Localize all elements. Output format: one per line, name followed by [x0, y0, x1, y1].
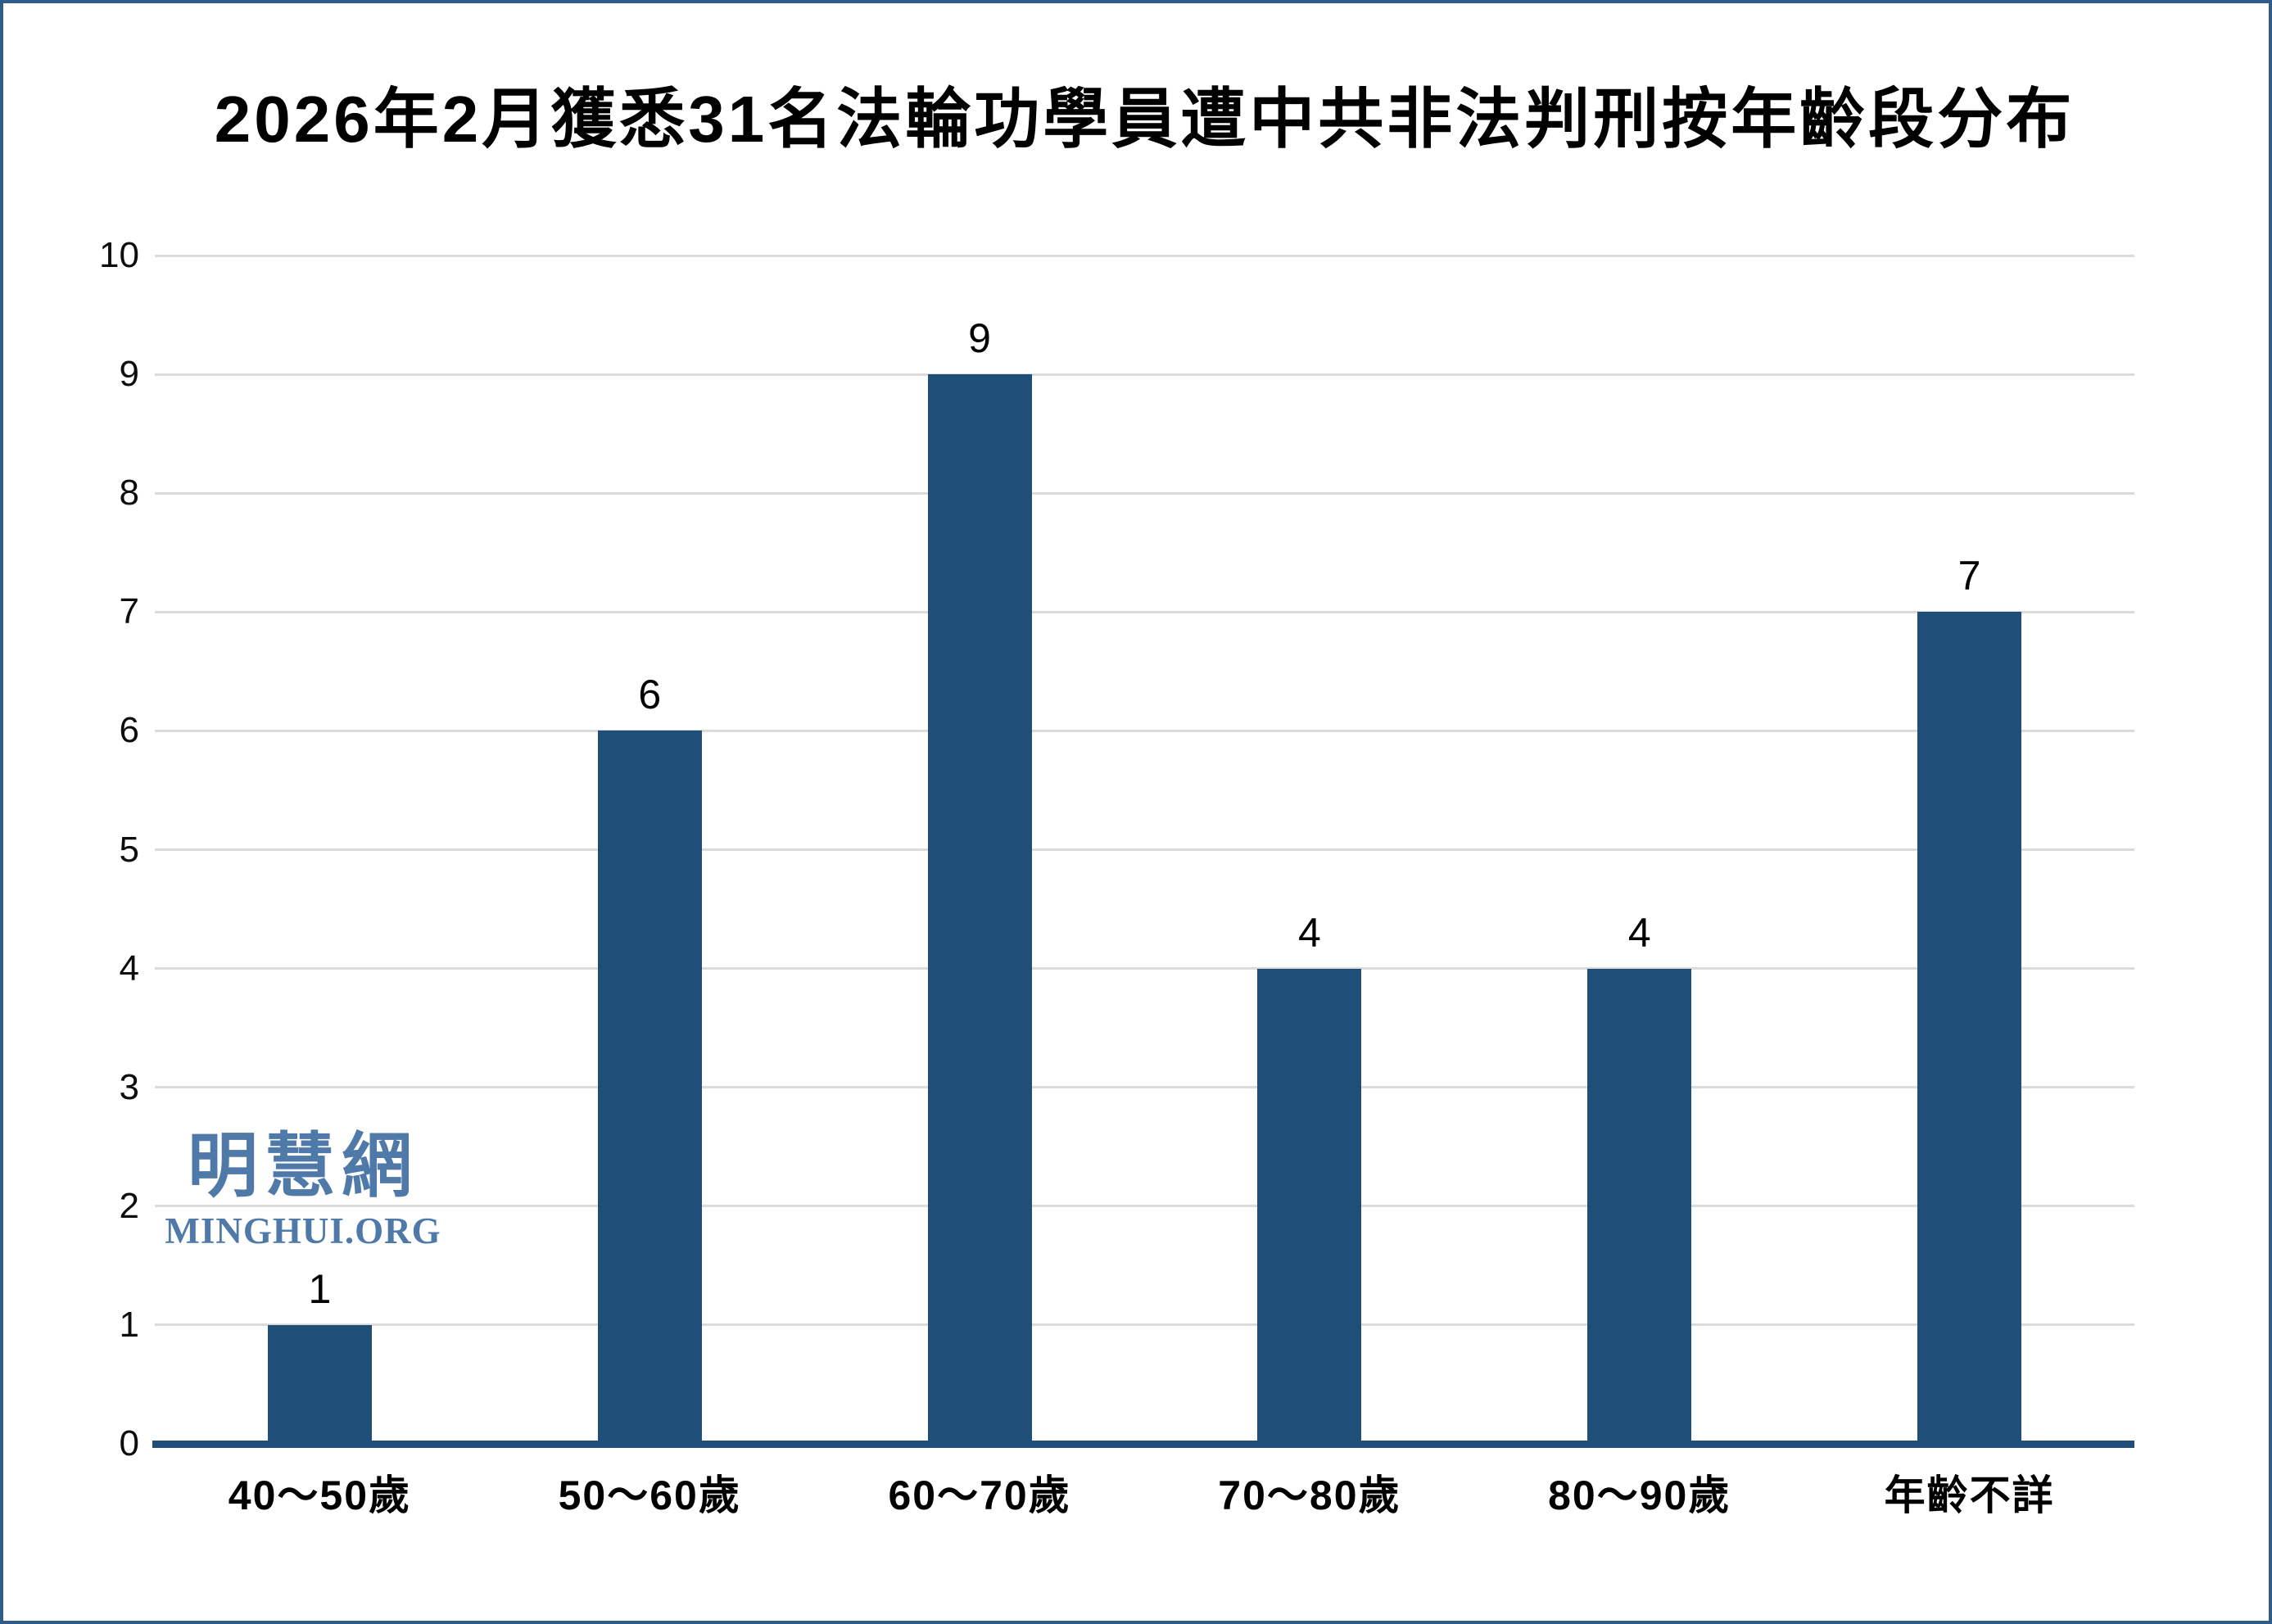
y-tick-label: 0 [119, 1423, 139, 1463]
y-tick-label: 10 [99, 235, 139, 275]
chart-title: 2026年2月獲悉31名法輪功學員遭中共非法判刑按年齡段分布 [214, 83, 2075, 156]
gridline [155, 848, 2134, 851]
gridline [155, 1086, 2134, 1089]
x-tick-label: 年齡不詳 [1884, 1472, 2055, 1518]
gridline [155, 373, 2134, 376]
minghui-watermark: 明慧網 MINGHUI.ORG [164, 1129, 442, 1251]
bar-value-label: 9 [968, 315, 991, 362]
x-tick-label: 80～90歲 [1548, 1472, 1731, 1518]
y-tick-label: 2 [119, 1185, 139, 1226]
x-tick-label: 60～70歲 [888, 1472, 1071, 1518]
x-tick-label: 50～60歲 [558, 1472, 741, 1518]
bar-value-label: 1 [308, 1265, 332, 1312]
watermark-site-name: MINGHUI.ORG [165, 1210, 441, 1251]
bar-60～70歲 [927, 374, 1032, 1444]
bar-value-label: 4 [1627, 909, 1651, 956]
y-tick-label: 7 [119, 591, 139, 632]
gridline [155, 1205, 2134, 1208]
y-tick-label: 6 [119, 710, 139, 751]
y-tick-label: 5 [119, 829, 139, 870]
watermark-chinese-logo: 明慧網 [188, 1127, 419, 1206]
bar-70～80歲 [1257, 968, 1362, 1444]
x-axis-line [152, 1441, 2134, 1448]
y-tick-label: 4 [119, 948, 139, 988]
bar-value-label: 6 [638, 672, 662, 718]
y-tick-label: 9 [119, 354, 139, 395]
gridline [155, 610, 2134, 613]
bar-value-label: 7 [1957, 553, 1981, 599]
y-tick-label: 3 [119, 1066, 139, 1107]
x-tick-label: 40～50歲 [228, 1472, 412, 1518]
bar-40～50歲 [267, 1324, 372, 1444]
x-tick-label: 70～80歲 [1218, 1472, 1401, 1518]
y-tick-label: 1 [119, 1304, 139, 1345]
gridline [155, 967, 2134, 970]
gridline [155, 1323, 2134, 1327]
gridline [155, 254, 2134, 257]
bar-80～90歲 [1587, 968, 1692, 1444]
bar-年齡不詳 [1917, 612, 2022, 1444]
gridline [155, 491, 2134, 495]
gridline [155, 729, 2134, 732]
bar-50～60歲 [597, 731, 702, 1444]
y-tick-label: 8 [119, 473, 139, 513]
bar-value-label: 4 [1298, 909, 1321, 956]
